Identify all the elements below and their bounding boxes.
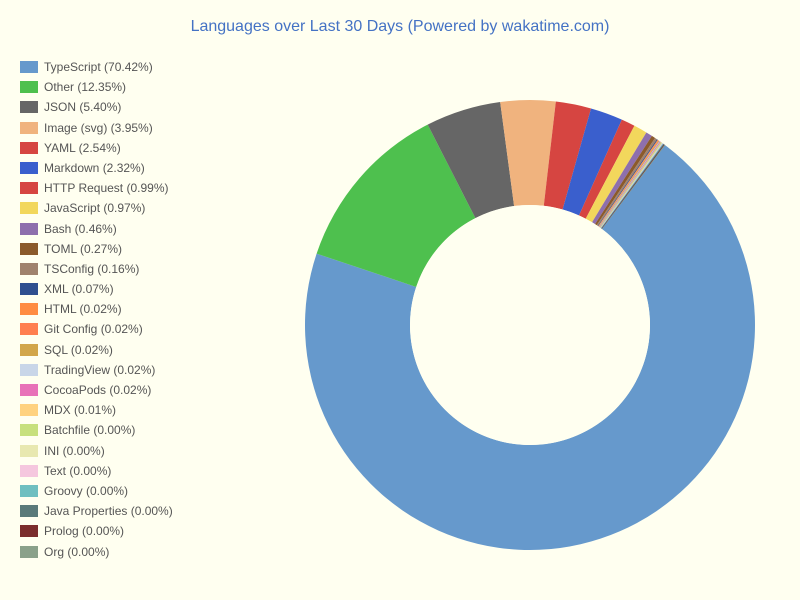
legend-item: Markdown (2.32%) xyxy=(20,161,173,175)
legend-item: MDX (0.01%) xyxy=(20,403,173,417)
legend-item: HTTP Request (0.99%) xyxy=(20,181,173,195)
legend-item: Java Properties (0.00%) xyxy=(20,504,173,518)
legend-label: Git Config (0.02%) xyxy=(44,322,143,336)
legend-item: Batchfile (0.00%) xyxy=(20,423,173,437)
legend-label: TOML (0.27%) xyxy=(44,242,122,256)
legend-swatch xyxy=(20,202,38,214)
legend-label: Markdown (2.32%) xyxy=(44,161,145,175)
legend-swatch xyxy=(20,344,38,356)
legend-item: SQL (0.02%) xyxy=(20,343,173,357)
legend-item: TOML (0.27%) xyxy=(20,242,173,256)
legend-label: TradingView (0.02%) xyxy=(44,363,155,377)
legend-swatch xyxy=(20,162,38,174)
legend-label: Text (0.00%) xyxy=(44,464,111,478)
legend-swatch xyxy=(20,81,38,93)
legend-item: TSConfig (0.16%) xyxy=(20,262,173,276)
legend-label: Batchfile (0.00%) xyxy=(44,423,135,437)
legend-label: Java Properties (0.00%) xyxy=(44,504,173,518)
legend-item: CocoaPods (0.02%) xyxy=(20,383,173,397)
legend-label: Groovy (0.00%) xyxy=(44,484,128,498)
legend-label: Other (12.35%) xyxy=(44,80,126,94)
legend: TypeScript (70.42%) Other (12.35%) JSON (5… xyxy=(20,60,173,565)
legend-label: MDX (0.01%) xyxy=(44,403,116,417)
legend-item: INI (0.00%) xyxy=(20,444,173,458)
legend-label: HTML (0.02%) xyxy=(44,302,122,316)
legend-label: Prolog (0.00%) xyxy=(44,524,124,538)
legend-item: Text (0.00%) xyxy=(20,464,173,478)
legend-swatch xyxy=(20,263,38,275)
legend-swatch xyxy=(20,61,38,73)
legend-label: Org (0.00%) xyxy=(44,545,109,559)
legend-swatch xyxy=(20,384,38,396)
legend-item: TradingView (0.02%) xyxy=(20,363,173,377)
legend-label: SQL (0.02%) xyxy=(44,343,113,357)
legend-swatch xyxy=(20,505,38,517)
legend-swatch xyxy=(20,424,38,436)
legend-item: Bash (0.46%) xyxy=(20,222,173,236)
legend-label: JavaScript (0.97%) xyxy=(44,201,145,215)
legend-item: YAML (2.54%) xyxy=(20,141,173,155)
legend-swatch xyxy=(20,364,38,376)
legend-label: TypeScript (70.42%) xyxy=(44,60,153,74)
legend-label: JSON (5.40%) xyxy=(44,100,121,114)
legend-swatch xyxy=(20,485,38,497)
legend-label: YAML (2.54%) xyxy=(44,141,121,155)
legend-label: XML (0.07%) xyxy=(44,282,114,296)
legend-label: INI (0.00%) xyxy=(44,444,105,458)
donut-hole xyxy=(410,205,650,445)
legend-swatch xyxy=(20,445,38,457)
legend-label: CocoaPods (0.02%) xyxy=(44,383,151,397)
chart-area: TypeScript (70.42%) Other (12.35%) JSON (5… xyxy=(0,55,800,595)
legend-swatch xyxy=(20,101,38,113)
donut-chart xyxy=(280,75,780,575)
legend-item: Org (0.00%) xyxy=(20,545,173,559)
legend-swatch xyxy=(20,525,38,537)
legend-swatch xyxy=(20,546,38,558)
legend-label: TSConfig (0.16%) xyxy=(44,262,139,276)
legend-item: JSON (5.40%) xyxy=(20,100,173,114)
legend-item: JavaScript (0.97%) xyxy=(20,201,173,215)
legend-item: Image (svg) (3.95%) xyxy=(20,121,173,135)
legend-item: Other (12.35%) xyxy=(20,80,173,94)
legend-item: Prolog (0.00%) xyxy=(20,524,173,538)
legend-swatch xyxy=(20,404,38,416)
legend-item: Groovy (0.00%) xyxy=(20,484,173,498)
legend-swatch xyxy=(20,223,38,235)
legend-label: Bash (0.46%) xyxy=(44,222,117,236)
legend-item: Git Config (0.02%) xyxy=(20,322,173,336)
legend-swatch xyxy=(20,122,38,134)
legend-swatch xyxy=(20,243,38,255)
legend-item: HTML (0.02%) xyxy=(20,302,173,316)
legend-swatch xyxy=(20,465,38,477)
legend-item: XML (0.07%) xyxy=(20,282,173,296)
legend-swatch xyxy=(20,323,38,335)
legend-label: HTTP Request (0.99%) xyxy=(44,181,169,195)
chart-title: Languages over Last 30 Days (Powered by … xyxy=(0,0,800,36)
legend-swatch xyxy=(20,182,38,194)
legend-item: TypeScript (70.42%) xyxy=(20,60,173,74)
legend-swatch xyxy=(20,283,38,295)
legend-label: Image (svg) (3.95%) xyxy=(44,121,153,135)
legend-swatch xyxy=(20,142,38,154)
legend-swatch xyxy=(20,303,38,315)
